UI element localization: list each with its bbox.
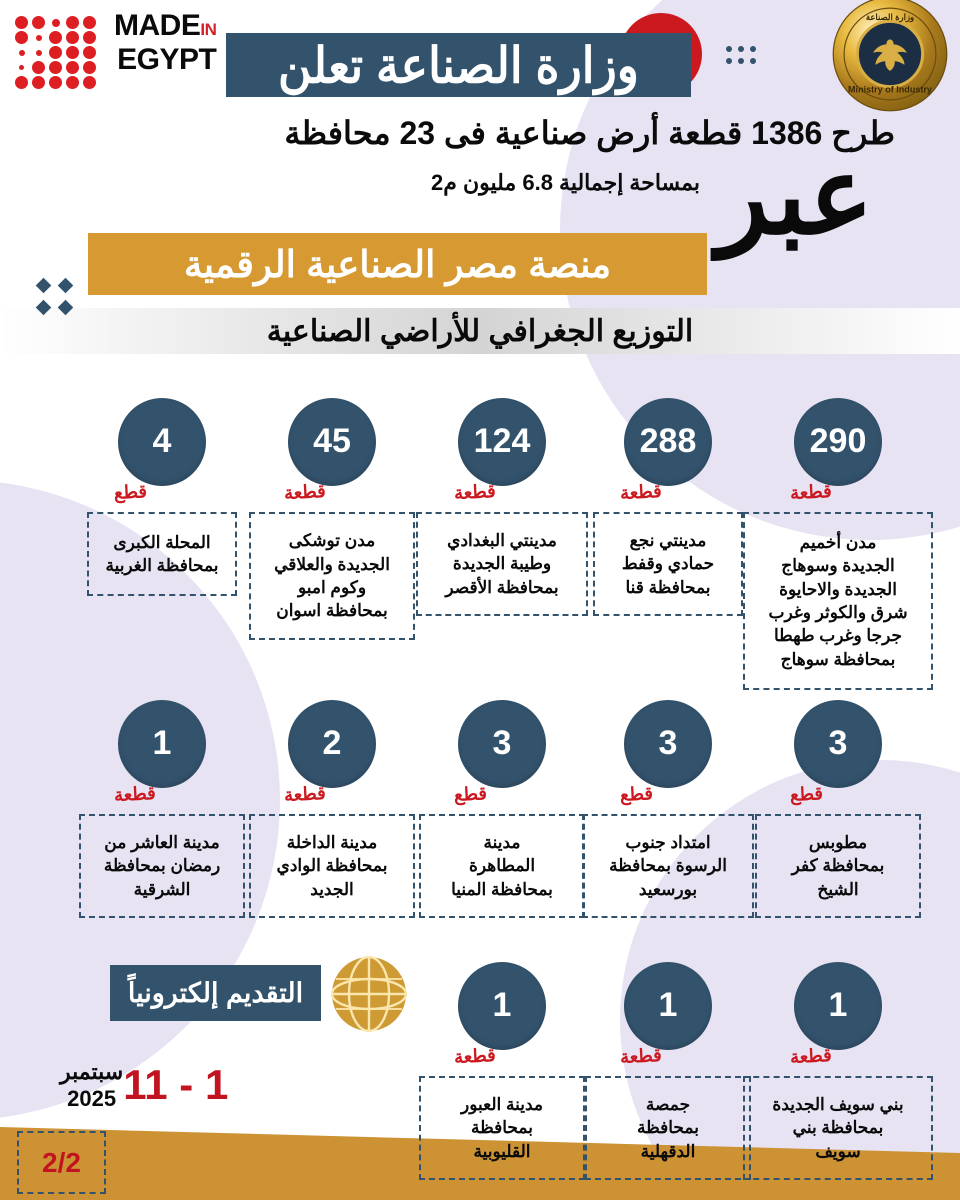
svg-text:Ministry of Industry: Ministry of Industry [848,85,932,95]
svg-text:وزارة الصناعة: وزارة الصناعة [866,12,914,23]
